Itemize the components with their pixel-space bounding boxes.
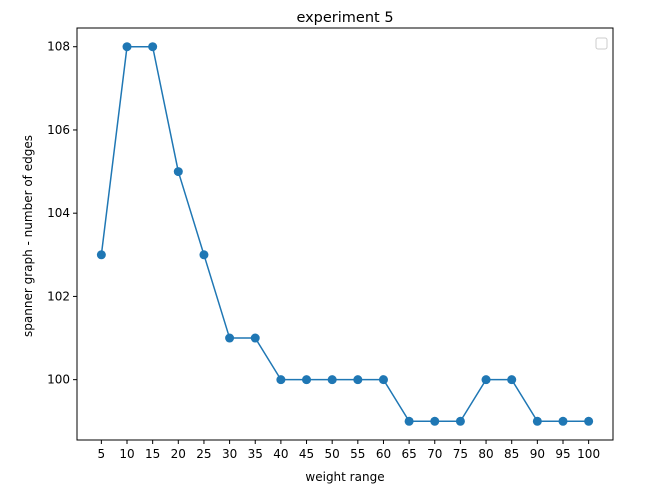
x-tick-label: 20 — [171, 447, 186, 461]
x-tick-label: 25 — [196, 447, 211, 461]
data-point — [430, 416, 440, 426]
x-tick-label: 80 — [478, 447, 493, 461]
data-point — [225, 333, 235, 343]
x-tick-label: 10 — [119, 447, 134, 461]
data-point — [122, 42, 132, 52]
data-point — [148, 42, 158, 52]
data-point — [327, 375, 337, 385]
x-tick-label: 15 — [145, 447, 160, 461]
y-tick-label: 108 — [47, 40, 70, 54]
chart-title: experiment 5 — [296, 10, 393, 26]
data-point — [481, 375, 491, 385]
x-tick-label: 5 — [98, 447, 106, 461]
data-point — [173, 167, 183, 177]
data-point — [96, 250, 106, 260]
x-tick-label: 30 — [222, 447, 237, 461]
data-point — [558, 416, 568, 426]
data-point — [353, 375, 363, 385]
x-tick-label: 35 — [248, 447, 263, 461]
data-point — [250, 333, 260, 343]
y-tick-label: 104 — [47, 206, 70, 220]
x-tick-label: 45 — [299, 447, 314, 461]
y-axis-title: spanner graph - number of edges — [21, 135, 35, 337]
data-point — [507, 375, 517, 385]
x-tick-label: 40 — [273, 447, 288, 461]
x-tick-label: 85 — [504, 447, 519, 461]
legend — [595, 37, 608, 50]
y-tick-label: 106 — [47, 123, 70, 137]
x-tick-label: 90 — [530, 447, 545, 461]
data-point — [276, 375, 286, 385]
x-tick-label: 50 — [325, 447, 340, 461]
data-point — [455, 416, 465, 426]
y-tick-label: 100 — [47, 373, 70, 387]
data-point — [199, 250, 209, 260]
data-point — [302, 375, 312, 385]
x-tick-label: 55 — [350, 447, 365, 461]
x-tick-label: 95 — [555, 447, 570, 461]
legend-frame — [595, 37, 608, 50]
data-point — [404, 416, 414, 426]
x-tick-label: 100 — [577, 447, 600, 461]
data-point — [532, 416, 542, 426]
plot-area: 5 10 15 20 25 30 35 40 45 50 55 60 65 70 75 80 85 90 95 100… — [47, 27, 614, 461]
data-point — [584, 416, 594, 426]
x-tick-label: 70 — [427, 447, 442, 461]
x-tick-label: 75 — [453, 447, 468, 461]
x-tick-label: 60 — [376, 447, 391, 461]
data-point — [378, 375, 388, 385]
plot-frame — [76, 27, 614, 441]
y-tick-label: 102 — [47, 289, 70, 303]
x-axis-title: weight range — [305, 470, 384, 484]
x-tick-label: 65 — [401, 447, 416, 461]
